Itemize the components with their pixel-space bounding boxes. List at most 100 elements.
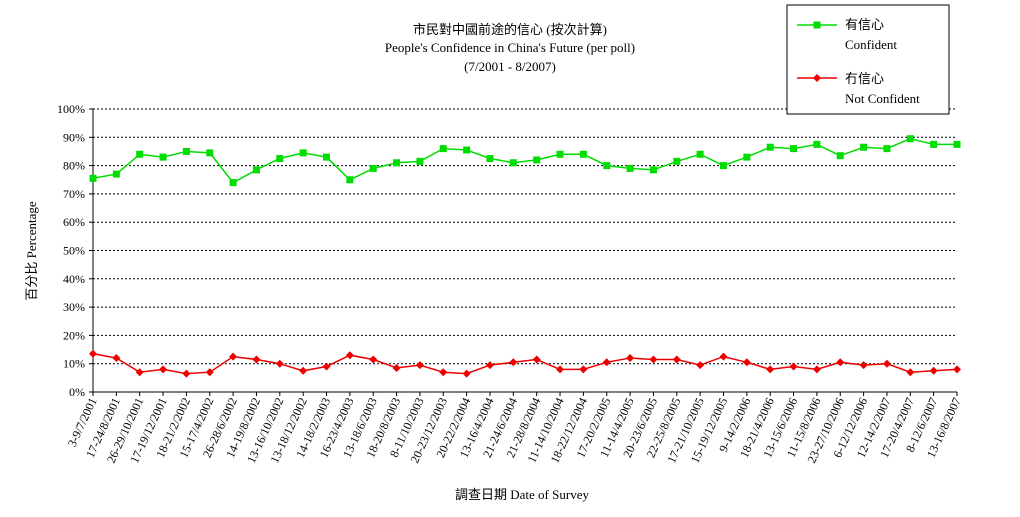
data-point-not-confident <box>556 365 565 374</box>
data-point-not-confident <box>89 349 97 358</box>
chart-subtitle: People's Confidence in China's Future (p… <box>385 40 635 55</box>
data-point-not-confident <box>789 362 798 371</box>
y-axis-label: 百分比 Percentage <box>24 201 39 301</box>
data-point-confident <box>603 162 611 170</box>
y-tick-label: 90% <box>63 130 85 144</box>
data-point-confident <box>906 135 914 143</box>
series-line-not-confident <box>92 353 958 375</box>
data-point-confident <box>579 150 587 158</box>
series-group <box>89 135 961 378</box>
legend-label-not-confident-en: Not Confident <box>845 91 920 106</box>
data-point-confident <box>953 140 961 148</box>
y-tick-label: 10% <box>63 357 85 371</box>
data-point-confident <box>626 164 634 172</box>
data-point-not-confident <box>906 368 915 377</box>
data-point-confident <box>696 150 704 158</box>
data-point-not-confident <box>509 358 518 367</box>
series-line-confident <box>92 137 957 184</box>
legend-label-confident-en: Confident <box>845 37 897 52</box>
y-tick-label: 100% <box>57 102 85 116</box>
data-point-not-confident <box>182 369 191 378</box>
data-point-not-confident <box>742 358 751 367</box>
data-point-confident <box>229 179 237 187</box>
chart-subtitle-period: (7/2001 - 8/2007) <box>464 59 556 74</box>
data-point-not-confident <box>112 354 121 363</box>
data-point-not-confident <box>275 359 284 368</box>
legend-marker-not-confident <box>813 74 821 82</box>
data-point-confident <box>346 176 354 184</box>
data-point-confident <box>463 146 471 154</box>
data-point-not-confident <box>485 361 494 370</box>
data-point-confident <box>369 164 377 172</box>
data-point-confident <box>813 140 821 148</box>
y-tick-label: 70% <box>63 187 85 201</box>
data-point-confident <box>439 145 447 153</box>
data-point-not-confident <box>672 355 681 364</box>
data-point-confident <box>252 166 260 174</box>
data-point-confident <box>509 159 517 167</box>
data-point-not-confident <box>205 368 214 377</box>
y-tick-label: 80% <box>63 159 85 173</box>
data-point-confident <box>743 153 751 161</box>
data-point-confident <box>159 153 167 161</box>
data-point-not-confident <box>953 365 961 374</box>
data-point-not-confident <box>345 351 354 360</box>
data-point-confident <box>486 155 494 163</box>
gridlines <box>92 108 957 393</box>
data-point-confident <box>930 140 938 148</box>
legend: 有信心 Confident 冇信心 Not Confident <box>786 4 950 115</box>
data-point-not-confident <box>322 362 331 371</box>
data-point-not-confident <box>159 365 168 374</box>
data-point-not-confident <box>766 365 775 374</box>
data-point-confident <box>556 150 564 158</box>
x-axis-label: 調查日期 Date of Survey <box>455 487 589 502</box>
data-point-confident <box>533 156 541 164</box>
data-point-not-confident <box>299 366 308 375</box>
data-point-not-confident <box>626 354 635 363</box>
data-point-not-confident <box>439 368 448 377</box>
y-tick-label: 40% <box>63 272 85 286</box>
data-point-confident <box>182 147 190 155</box>
data-point-confident <box>206 149 214 157</box>
data-point-not-confident <box>882 359 891 368</box>
legend-label-not-confident-zh: 冇信心 <box>845 71 884 86</box>
legend-label-confident-zh: 有信心 <box>845 17 884 32</box>
data-point-not-confident <box>649 355 658 364</box>
data-point-not-confident <box>602 358 611 367</box>
data-point-confident <box>299 149 307 157</box>
data-point-not-confident <box>392 363 401 372</box>
data-point-confident <box>136 150 144 158</box>
y-tick-label: 60% <box>63 215 85 229</box>
data-point-confident <box>860 143 868 151</box>
data-point-confident <box>790 145 798 153</box>
data-point-not-confident <box>836 358 845 367</box>
data-point-confident <box>416 157 424 165</box>
data-point-confident <box>112 170 120 178</box>
data-point-not-confident <box>135 368 144 377</box>
data-point-confident <box>673 157 681 165</box>
data-point-not-confident <box>462 369 471 378</box>
data-point-confident <box>766 143 774 151</box>
y-tick-label: 20% <box>63 328 85 342</box>
data-point-not-confident <box>719 352 728 361</box>
data-point-not-confident <box>369 355 378 364</box>
data-point-not-confident <box>415 361 424 370</box>
chart-title: 市民對中國前途的信心 (按次計算) <box>413 22 607 37</box>
data-point-confident <box>276 155 284 163</box>
y-axis-ticks: 0% 10% 20% 30% 40% 50% 60% 70% 80% 90% 100% <box>57 102 93 399</box>
data-point-confident <box>89 174 97 182</box>
data-point-confident <box>393 159 401 167</box>
data-point-not-confident <box>579 365 588 374</box>
data-point-confident <box>883 145 891 153</box>
x-axis-ticks: 3-9/7/200117-24/8/200126-29/10/200117-19… <box>65 392 964 465</box>
data-point-not-confident <box>532 355 541 364</box>
data-point-confident <box>719 162 727 170</box>
y-tick-label: 0% <box>69 385 85 399</box>
data-point-not-confident <box>696 361 705 370</box>
data-point-not-confident <box>229 352 238 361</box>
y-tick-label: 30% <box>63 300 85 314</box>
data-point-confident <box>323 153 331 161</box>
data-point-not-confident <box>929 366 938 375</box>
data-point-confident <box>836 152 844 160</box>
